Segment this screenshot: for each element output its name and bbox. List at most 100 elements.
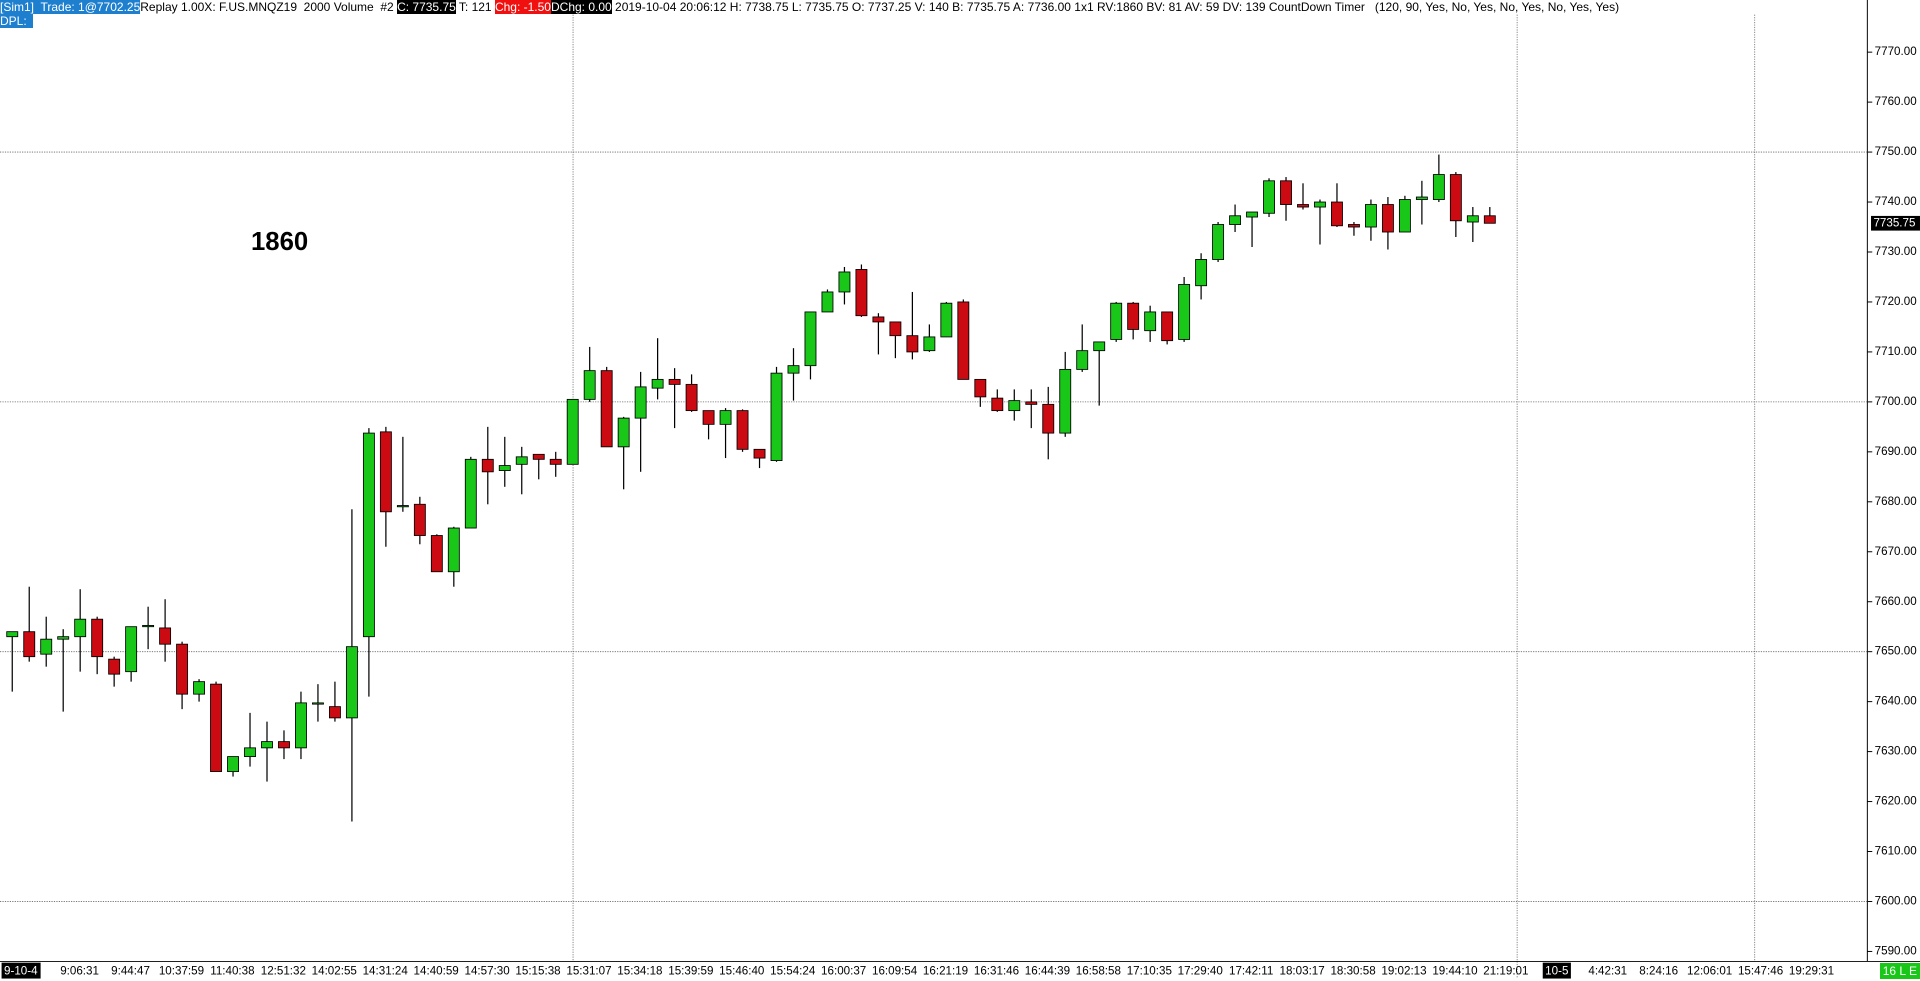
candle-body	[379, 431, 392, 513]
candle-body	[176, 643, 189, 695]
details: 2019-10-04 20:06:12 H: 7738.75 L: 7735.7…	[611, 0, 1620, 14]
x-tick-label: 16:58:58	[1076, 964, 1121, 977]
candle-body	[396, 505, 409, 508]
y-tick-label: 7720.00	[1875, 295, 1917, 308]
candle-body	[74, 618, 87, 638]
candle-body	[1042, 403, 1055, 434]
trades: T: 121	[455, 0, 495, 14]
candle-body	[345, 646, 358, 719]
x-label-box	[1, 962, 41, 979]
y-tick-label: 7710.00	[1875, 345, 1917, 358]
candle-body	[821, 291, 834, 313]
x-tick-label: 14:31:24	[363, 964, 409, 977]
x-tick-label: 11:40:38	[210, 964, 254, 977]
y-tick-label: 7610.00	[1875, 845, 1917, 858]
candle-body	[481, 458, 494, 473]
x-tick-label: 17:29:40	[1178, 964, 1223, 977]
candle-body	[957, 301, 970, 380]
y-tick-label: 7700.00	[1875, 395, 1917, 408]
candle-body	[940, 302, 953, 338]
x-tick-label: 15:46:40	[719, 964, 764, 977]
candle-body	[872, 316, 885, 323]
symbol: Replay 1.00X: F.US.MNQZ19 2000 Volume #2	[140, 0, 398, 14]
candle-body	[159, 627, 172, 645]
x-tick-label: 10:37:59	[159, 964, 204, 977]
y-tick-label: 7760.00	[1875, 95, 1917, 108]
candle-body	[1178, 284, 1191, 340]
candle-body	[532, 453, 545, 460]
x-tick-label: 17:42:11	[1229, 964, 1273, 977]
y-tick-label: 7740.00	[1875, 195, 1917, 208]
candle-body	[1364, 204, 1377, 228]
y-tick-label: 7770.00	[1875, 45, 1917, 58]
y-tick-label: 7690.00	[1875, 445, 1917, 458]
candle-body	[753, 448, 766, 459]
y-tick-label: 7590.00	[1875, 945, 1917, 958]
candle-body	[6, 631, 19, 638]
x-tick-label: 15:54:24	[770, 964, 816, 977]
candle-body	[1076, 350, 1089, 370]
x-tick-label: 16:00:37	[821, 964, 866, 977]
x-tick-label: 15:39:59	[668, 964, 713, 977]
candle-body	[617, 417, 630, 448]
candle-body	[515, 456, 528, 465]
x-tick-label: 15:31:07	[566, 964, 611, 977]
candle-body	[719, 410, 732, 425]
candle-body	[464, 458, 477, 529]
last-price-box	[1871, 215, 1920, 231]
candle-body	[804, 311, 817, 367]
candle-body	[295, 702, 307, 749]
candle-body	[142, 625, 155, 628]
x-tick-label: 9-10-4	[4, 964, 38, 977]
x-label-box	[1542, 962, 1571, 979]
change: Chg: -1.50	[494, 0, 551, 14]
candle-body	[1415, 196, 1428, 200]
candle-body	[1127, 302, 1140, 330]
x-tick-label: 14:57:30	[464, 964, 509, 977]
candle-body	[668, 378, 681, 385]
candle-body	[1161, 311, 1174, 342]
candle-body	[1093, 341, 1106, 352]
candle-body	[549, 458, 562, 465]
candle-body	[889, 321, 902, 337]
candle-body	[1432, 174, 1445, 200]
candle-body	[430, 535, 443, 573]
candle-body	[1483, 215, 1496, 224]
x-tick-label: 9:06:31	[60, 964, 99, 977]
candle-body	[1381, 204, 1394, 233]
candle-body	[1212, 224, 1225, 260]
day-change: DChg: 0.00	[550, 0, 612, 14]
candle-body	[227, 756, 239, 773]
candle-body	[91, 618, 104, 658]
y-tick-label: 7750.00	[1875, 145, 1917, 158]
candle-body	[923, 336, 936, 352]
candle-body	[1449, 174, 1462, 222]
candle-body	[1297, 204, 1309, 208]
y-tick-label: 7670.00	[1875, 545, 1917, 558]
candle-body	[651, 378, 664, 389]
y-tick-label: 7640.00	[1875, 695, 1917, 708]
candle-body	[328, 706, 341, 719]
candle-body	[1331, 201, 1343, 227]
candle-body	[583, 370, 596, 400]
x-tick-label: 18:03:17	[1280, 964, 1325, 977]
x-tick-label: 9:44:47	[111, 964, 150, 977]
candle-body	[108, 658, 121, 675]
x-tick-label: 19:29:31	[1789, 964, 1834, 977]
candle-body	[244, 747, 256, 758]
candle-body	[702, 410, 715, 425]
candle-body	[1348, 224, 1360, 228]
candle-body	[1059, 368, 1072, 434]
x-tick-label: 16:21:19	[923, 964, 968, 977]
candle-body	[1025, 401, 1038, 405]
candle-body	[1110, 302, 1123, 340]
candle-body	[210, 683, 222, 773]
candle-body	[685, 383, 698, 412]
last-price-label: 7735.75	[1873, 216, 1915, 229]
candle-body	[447, 527, 460, 573]
x-tick-label: 19:44:10	[1432, 964, 1477, 977]
x-tick-label: 8:24:16	[1639, 964, 1678, 977]
candle-body	[770, 372, 783, 462]
